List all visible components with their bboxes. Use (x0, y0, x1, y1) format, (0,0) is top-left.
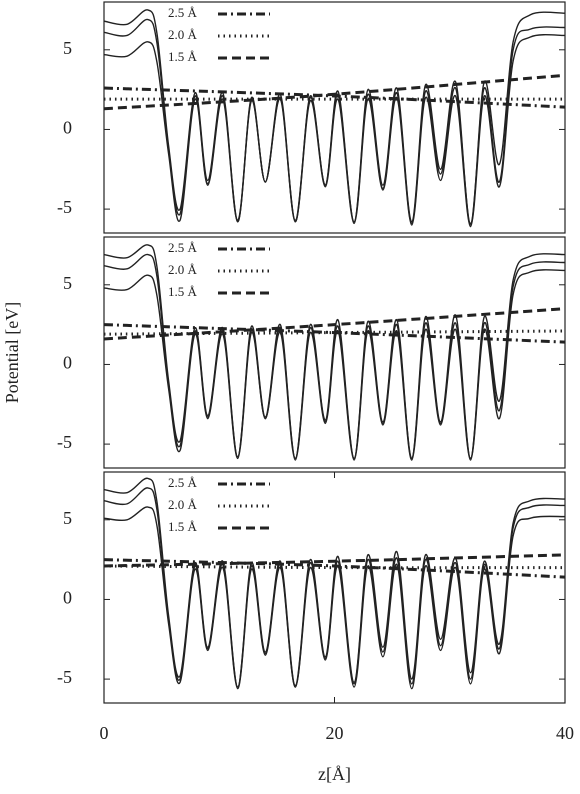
series-line (104, 506, 565, 690)
legend-label: 2.5 Å (168, 475, 198, 490)
series-line (104, 323, 565, 344)
x-tick-label: 0 (100, 723, 109, 743)
y-tick-label: 5 (63, 508, 72, 528)
legend-label: 2.0 Å (168, 497, 198, 512)
series-line (104, 307, 565, 341)
y-tick-label: 5 (63, 38, 72, 58)
y-tick-label: -5 (57, 667, 72, 687)
y-tick-label: 0 (63, 353, 72, 373)
legend-label: 1.5 Å (168, 49, 198, 64)
legend-label: 2.5 Å (168, 5, 198, 20)
y-tick-label: -5 (57, 197, 72, 217)
legend-label: 2.5 Å (168, 240, 198, 255)
legend-label: 2.0 Å (168, 262, 198, 277)
series-line (104, 269, 565, 461)
series-line (104, 86, 565, 109)
legend-label: 2.0 Å (168, 27, 198, 42)
plot-frame (103, 471, 566, 704)
y-axis-label: Potential [eV] (2, 302, 22, 403)
legend-label: 1.5 Å (168, 284, 198, 299)
series-line (104, 564, 565, 570)
series-line (104, 558, 565, 579)
series-line (104, 73, 565, 111)
plot-frame (103, 1, 566, 234)
x-tick-label: 20 (326, 723, 344, 743)
series-line (104, 34, 565, 228)
series-line (104, 553, 565, 568)
y-tick-label: 0 (63, 118, 72, 138)
x-axis-label: z[Å] (318, 764, 351, 784)
plot-frame (103, 236, 566, 469)
y-tick-label: 5 (63, 273, 72, 293)
series-line (104, 329, 565, 336)
y-tick-label: -5 (57, 432, 72, 452)
legend-label: 1.5 Å (168, 519, 198, 534)
y-tick-label: 0 (63, 588, 72, 608)
x-tick-label: 40 (556, 723, 574, 743)
